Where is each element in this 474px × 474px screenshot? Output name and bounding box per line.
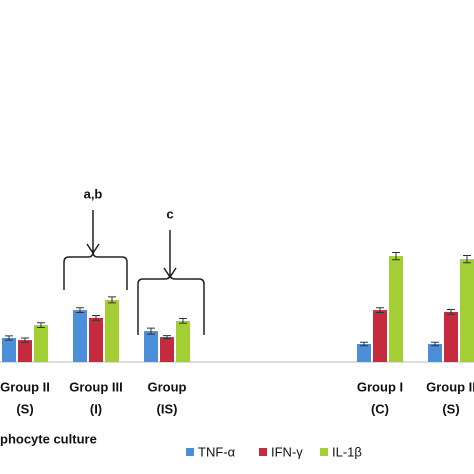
error-bar	[108, 296, 116, 304]
legend-label: TNF-α	[198, 444, 236, 459]
bar	[160, 337, 174, 362]
brace	[63, 251, 128, 290]
bar	[18, 340, 32, 362]
error-bar	[147, 327, 155, 335]
bar	[34, 325, 48, 362]
x-tick-label: (I)	[90, 401, 102, 416]
annotation: a,b	[84, 186, 103, 201]
bar	[373, 310, 387, 362]
error-bar	[5, 335, 13, 341]
error-bar	[21, 337, 29, 343]
bar	[460, 259, 474, 362]
legend-swatch	[259, 448, 267, 456]
bar	[176, 320, 190, 362]
bar	[389, 256, 403, 362]
error-bar	[376, 307, 384, 313]
bar	[357, 344, 371, 362]
bar	[144, 331, 158, 362]
x-tick-label: (S)	[442, 401, 459, 416]
error-bar	[163, 335, 171, 340]
bar	[105, 299, 119, 362]
error-bar	[463, 255, 471, 264]
x-tick-label: Group II	[0, 379, 50, 394]
legend-label: IL-1β	[332, 444, 362, 459]
error-bar	[92, 315, 100, 321]
error-bar	[179, 318, 187, 324]
legend-swatch	[320, 448, 328, 456]
legend-swatch	[186, 448, 194, 456]
x-tick-label: Group II	[426, 379, 474, 394]
annotation: c	[166, 206, 173, 221]
error-bar	[360, 341, 368, 347]
error-bar	[431, 341, 439, 347]
x-tick-label: (C)	[371, 401, 389, 416]
x-axis-label: phocyte culture	[0, 431, 97, 446]
brace	[137, 273, 205, 335]
bar	[89, 317, 103, 362]
arrow	[86, 210, 100, 255]
arrow	[163, 230, 177, 279]
bar	[2, 338, 16, 362]
bar	[73, 310, 87, 362]
x-tick-label: Group	[148, 379, 187, 394]
x-tick-label: (IS)	[157, 401, 178, 416]
error-bar	[392, 252, 400, 261]
bar	[428, 344, 442, 362]
error-bar	[447, 309, 455, 315]
x-tick-label: (S)	[16, 401, 33, 416]
x-tick-label: Group III	[69, 379, 122, 394]
legend-label: IFN-γ	[271, 444, 303, 459]
x-tick-label: Group I	[357, 379, 403, 394]
error-bar	[37, 322, 45, 328]
bar	[444, 311, 458, 362]
error-bar	[76, 307, 84, 313]
